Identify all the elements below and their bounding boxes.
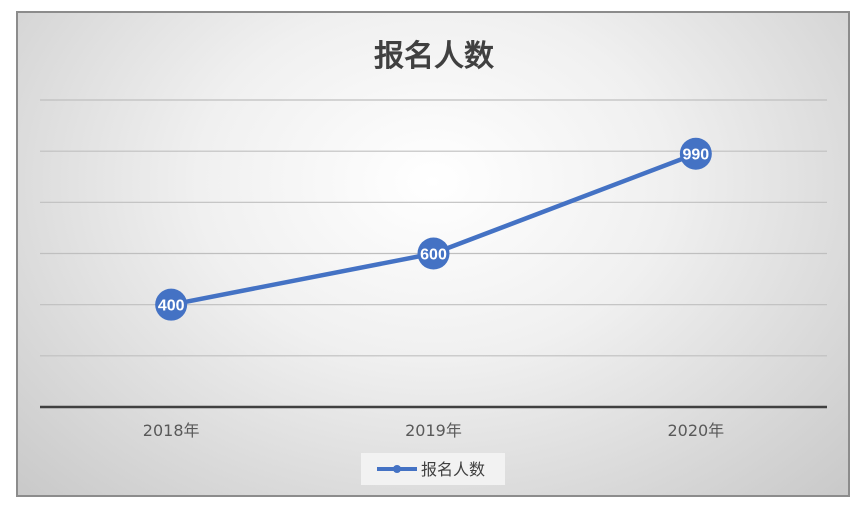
data-markers: 400 600 990 (155, 137, 712, 321)
legend-label: 报名人数 (421, 460, 485, 479)
chart-title: 报名人数 (374, 39, 495, 74)
data-label: 990 (682, 147, 709, 164)
data-label: 400 (158, 298, 185, 315)
data-label: 600 (420, 247, 447, 264)
x-tick-label: 2018年 (143, 421, 200, 440)
legend[interactable]: 报名人数 (361, 453, 505, 485)
x-tick-label: 2019年 (405, 421, 462, 440)
data-point[interactable] (679, 137, 712, 170)
data-point[interactable] (417, 237, 450, 270)
legend-marker-icon (393, 465, 401, 473)
data-point[interactable] (155, 288, 188, 321)
series-line (170, 151, 697, 307)
x-tick-label: 2020年 (667, 421, 724, 440)
x-axis-ticks: 2018年 2019年 2020年 (143, 421, 724, 440)
gridlines (40, 99, 827, 357)
